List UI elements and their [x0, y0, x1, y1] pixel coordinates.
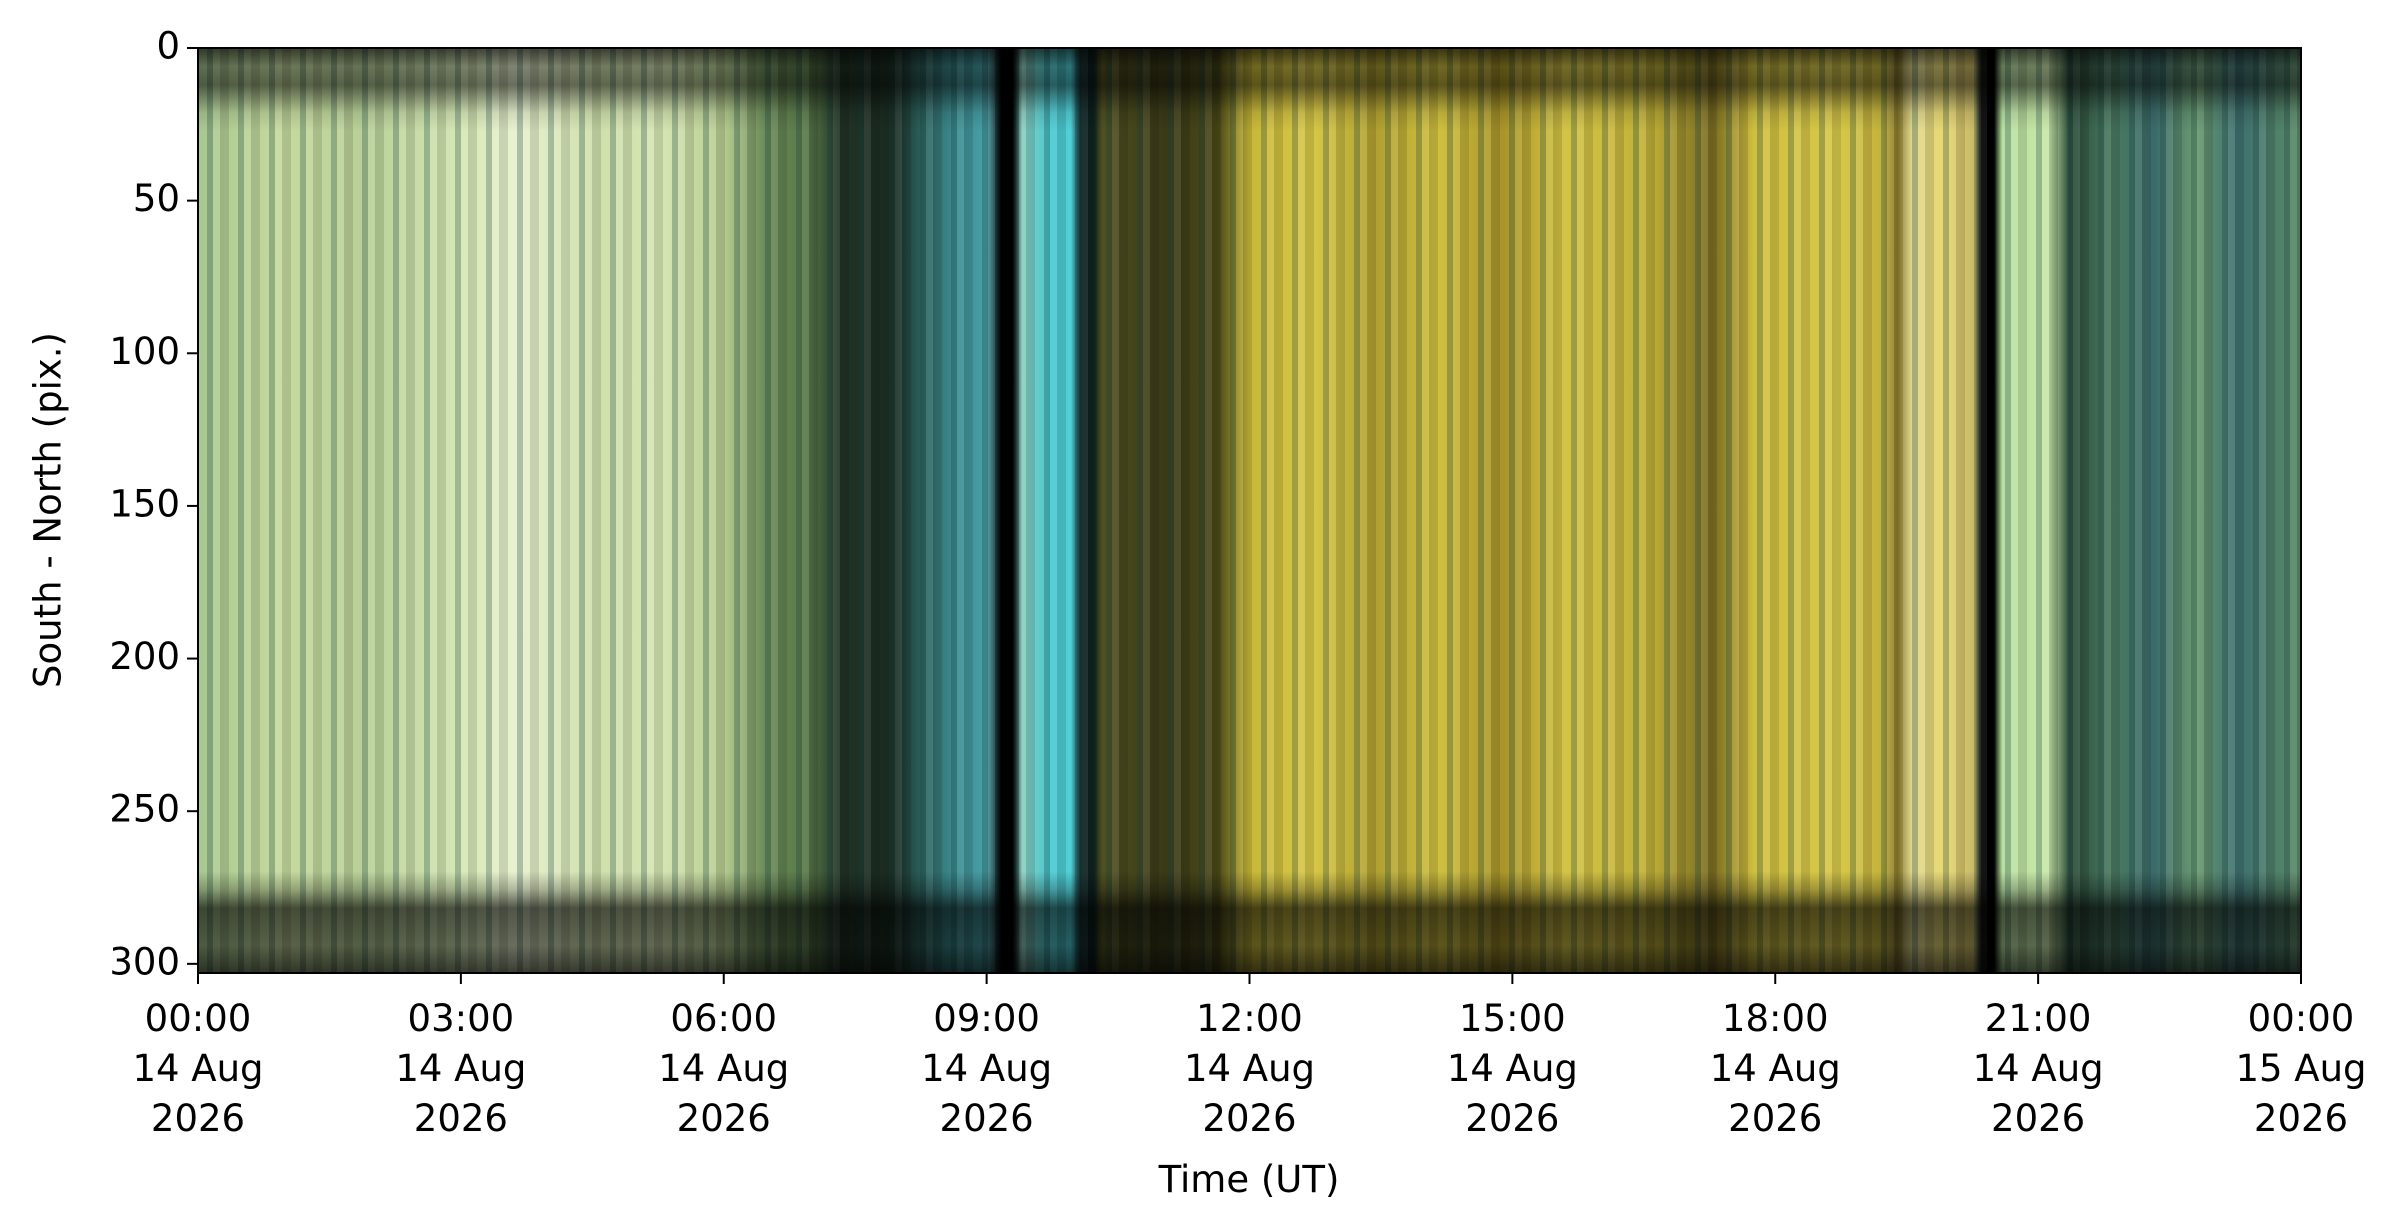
x-axis-label: Time (UT): [1158, 1158, 1340, 1201]
y-tick-label: 100: [109, 330, 180, 373]
x-tick-label: 00:00 14 Aug 2026: [132, 997, 264, 1140]
x-tick-label: 03:00 14 Aug 2026: [395, 997, 527, 1140]
x-tick-label: 12:00 14 Aug 2026: [1183, 997, 1316, 1140]
x-tick-label: 18:00 14 Aug 2026: [1709, 997, 1841, 1140]
y-tick-label: 250: [109, 788, 180, 831]
y-tick-label: 150: [109, 482, 180, 525]
x-tick-label: 09:00 14 Aug 2026: [921, 997, 1053, 1140]
y-tick-label: 200: [109, 635, 180, 678]
x-tick-label: 21:00 14 Aug 2026: [1972, 997, 2104, 1140]
y-tick-label: 50: [133, 177, 180, 220]
y-axis-label: South - North (pix.): [26, 332, 70, 688]
y-tick-label: 300: [109, 940, 180, 983]
plot-frame: [197, 47, 2302, 974]
y-tick-label: 0: [156, 25, 180, 68]
x-tick-label: 15:00 14 Aug 2026: [1446, 997, 1578, 1140]
x-tick-label: 00:00 15 Aug 2026: [2235, 997, 2367, 1140]
x-tick-label: 06:00 14 Aug 2026: [658, 997, 790, 1140]
keogram-image: [198, 48, 2301, 973]
